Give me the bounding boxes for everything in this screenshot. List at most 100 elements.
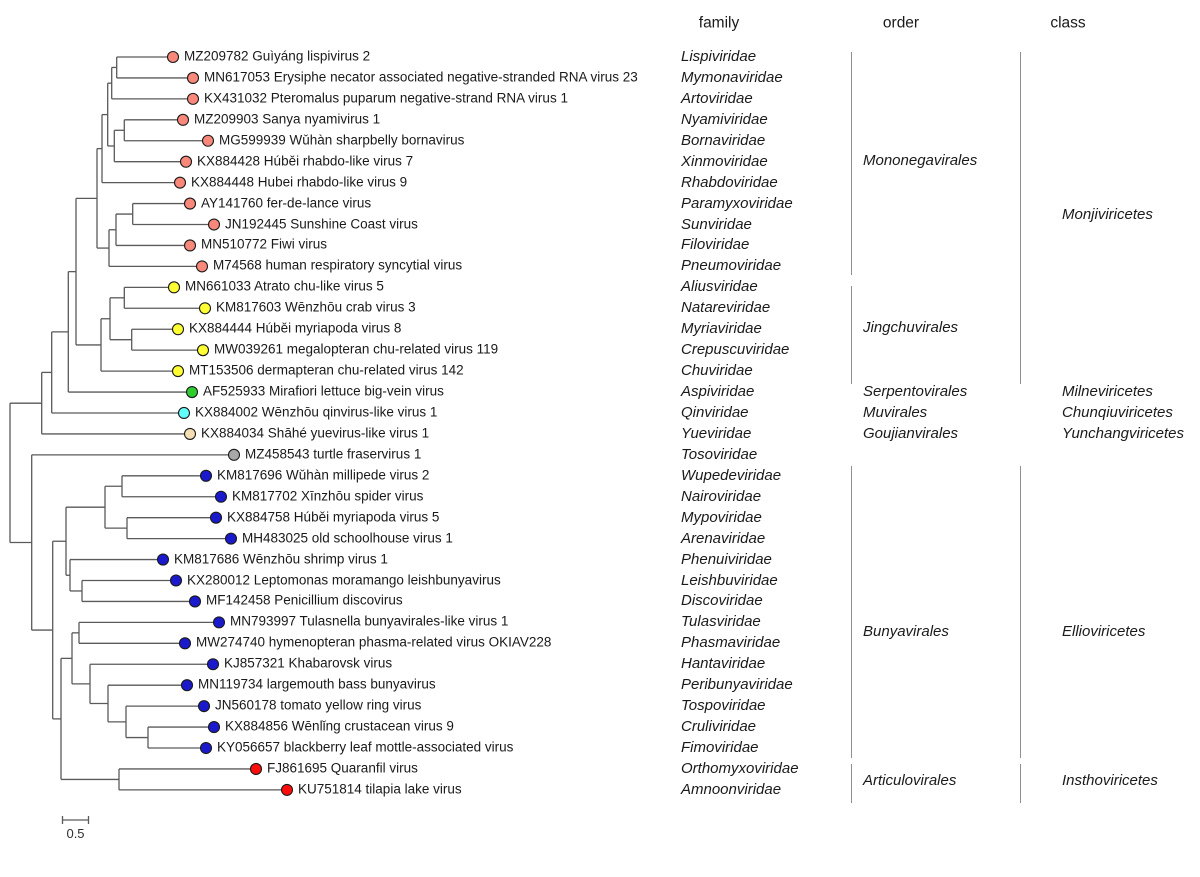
- order-label: Muvirales: [863, 403, 928, 421]
- family-label: Sunviridae: [681, 215, 752, 233]
- tip-circle: [197, 700, 211, 713]
- order-label: Mononegavirales: [863, 151, 978, 169]
- tip-circle: [198, 302, 212, 315]
- family-label: Wupedeviridae: [681, 466, 782, 484]
- family-label: Myriaviridae: [681, 319, 762, 337]
- tip-circle: [209, 511, 223, 524]
- tip-circle: [207, 218, 221, 231]
- family-label: Fimoviridae: [681, 738, 759, 756]
- family-label: Amnoonviridae: [681, 780, 782, 798]
- tip-label: MZ458543 turtle fraservirus 1: [245, 446, 422, 462]
- family-label: Mymonaviridae: [681, 68, 783, 86]
- column-header-family: family: [698, 14, 740, 32]
- tip-circle: [212, 616, 226, 629]
- tip-circle: [249, 762, 263, 776]
- tip-label: KX884448 Hubei rhabdo-like virus 9: [191, 174, 408, 190]
- order-label-bracket: [851, 764, 852, 803]
- tip-circle: [224, 532, 238, 545]
- family-label: Nairoviridae: [681, 487, 762, 505]
- family-label: Aliusviridae: [681, 278, 758, 296]
- tip-label: MG599939 Wǔhàn sharpbelly bornavirus: [219, 132, 465, 148]
- tip-circle: [179, 155, 193, 168]
- class-label-bracket: [1020, 52, 1021, 384]
- family-label: Phasmaviridae: [681, 634, 781, 652]
- tip-label: KM817696 Wǔhàn millipede virus 2: [217, 467, 430, 483]
- tip-label: KY056657 blackberry leaf mottle-associat…: [217, 739, 514, 755]
- tip-label: MZ209903 Sanya nyamivirus 1: [194, 111, 381, 127]
- tip-label: KX280012 Leptomonas moramango leishbunya…: [187, 572, 501, 588]
- tip-label: MN510772 Fiwi virus: [201, 237, 328, 253]
- tip-circle: [166, 50, 180, 64]
- tip-circle: [173, 176, 187, 189]
- tip-label: KX884444 Húběi myriapoda virus 8: [189, 320, 402, 336]
- tip-label: M74568 human respiratory syncytial virus: [213, 257, 463, 273]
- family-label: Filoviridae: [681, 236, 750, 254]
- tip-label: KX431032 Pteromalus puparum negative-str…: [204, 90, 568, 106]
- family-label: Hantaviridae: [681, 655, 766, 672]
- tip-label: MW039261 megalopteran chu-related virus …: [214, 341, 499, 357]
- tip-circle: [176, 113, 190, 126]
- tip-circle: [169, 574, 183, 587]
- class-label: Chunqiuviricetes: [1062, 403, 1173, 421]
- tip-circle: [180, 679, 194, 692]
- tip-label: MW274740 hymenopteran phasma-related vir…: [196, 634, 552, 650]
- tip-circle: [177, 406, 191, 420]
- family-label: Natareviridae: [681, 299, 771, 317]
- tip-circle: [280, 783, 294, 796]
- family-label: Chuviridae: [681, 361, 753, 379]
- column-header-class: class: [1050, 14, 1086, 32]
- order-label-bracket: [851, 286, 852, 384]
- tip-label: MN617053 Erysiphe necator associated neg…: [204, 69, 638, 85]
- tip-circle: [196, 344, 210, 357]
- family-label: Phenuiviridae: [681, 550, 772, 568]
- family-label: Leishbuviridae: [681, 571, 778, 589]
- tip-label: KM817702 Xīnzhōu spider virus: [232, 488, 424, 504]
- tip-label: MH483025 old schoolhouse virus 1: [242, 530, 453, 546]
- family-label: Tosoviridae: [681, 445, 758, 463]
- order-label-bracket: [851, 466, 852, 758]
- family-label: Nyamiviridae: [681, 110, 768, 128]
- family-label: Rhabdoviridae: [681, 173, 778, 191]
- tip-circle: [171, 365, 185, 378]
- family-label: Tulasviridae: [681, 613, 761, 631]
- tip-circle: [186, 92, 200, 105]
- order-label: Articulovirales: [863, 771, 957, 789]
- tip-label: KU751814 tilapia lake virus: [298, 781, 462, 797]
- tip-label: MF142458 Penicillium discovirus: [206, 593, 403, 609]
- tip-circle: [199, 469, 213, 482]
- scale-bar-label: 0.5: [66, 826, 85, 841]
- tip-label: AF525933 Mirafiori lettuce big-vein viru…: [203, 383, 444, 399]
- class-label: Ellioviricetes: [1062, 622, 1146, 640]
- tip-circle: [183, 197, 197, 210]
- tip-label: JN560178 tomato yellow ring virus: [215, 697, 422, 713]
- tip-label: JN192445 Sunshine Coast virus: [225, 216, 418, 232]
- tip-label: MT153506 dermapteran chu-related virus 1…: [189, 362, 464, 378]
- order-label: Serpentovirales: [863, 382, 968, 400]
- class-label-bracket: [1020, 764, 1021, 803]
- family-label: Aspiviridae: [681, 382, 755, 400]
- family-label: Bornaviridae: [681, 131, 766, 149]
- tip-label: MN119734 largemouth bass bunyavirus: [198, 676, 436, 692]
- tip-circle: [207, 721, 221, 734]
- family-label: Cruliviridae: [681, 717, 757, 735]
- class-label-bracket: [1020, 466, 1021, 758]
- order-label: Jingchuvirales: [863, 318, 959, 336]
- column-header-order: order: [882, 14, 920, 32]
- tip-circle: [178, 637, 192, 650]
- tip-circle: [227, 448, 241, 461]
- tip-circle: [186, 71, 200, 84]
- family-label: Lispiviridae: [681, 47, 757, 65]
- tip-circle: [195, 260, 209, 273]
- tip-label: KM817686 Wēnzhōu shrimp virus 1: [174, 551, 388, 567]
- tip-label: MN661033 Atrato chu-like virus 5: [185, 278, 384, 294]
- tip-label: AY141760 fer-de-lance virus: [201, 195, 372, 211]
- family-label: Tospoviridae: [681, 696, 766, 714]
- tip-circle: [156, 553, 170, 566]
- tip-label: KX884428 Húběi rhabdo-like virus 7: [197, 153, 414, 169]
- tip-circle: [185, 385, 199, 399]
- order-label-bracket: [851, 52, 852, 275]
- family-label: Arenaviridae: [681, 529, 766, 547]
- tip-circle: [183, 427, 197, 440]
- family-label: Qinviridae: [681, 403, 749, 421]
